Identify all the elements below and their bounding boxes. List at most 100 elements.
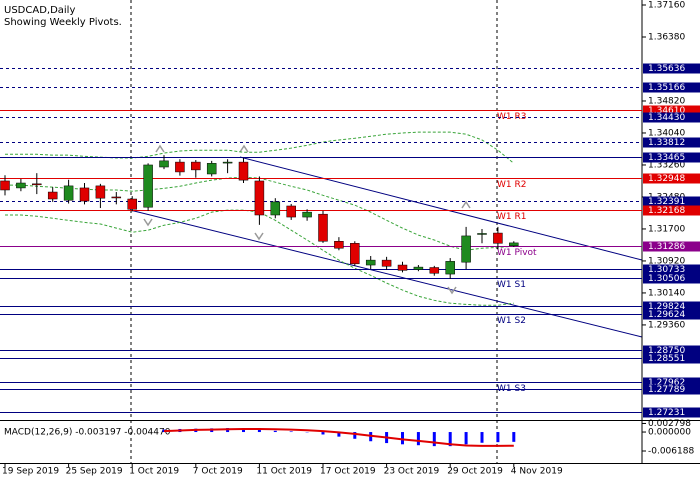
candle-body (493, 232, 503, 244)
macd-bar (432, 432, 436, 447)
level-label-box (643, 196, 700, 207)
x-tick-label: 11 Oct 2019 (256, 467, 312, 477)
level-label: 1.32391 (648, 197, 685, 207)
macd-bar (257, 429, 261, 433)
y-tick-label: 1.30140 (648, 288, 685, 298)
level-label-box (643, 309, 700, 320)
macd-bar (480, 432, 484, 443)
candle-body (302, 211, 312, 218)
candle-body (47, 191, 58, 200)
level-label: 1.27789 (648, 385, 685, 395)
x-tick-label: 4 Nov 2019 (511, 467, 563, 477)
y-tick-label: 1.37160 (648, 1, 685, 11)
level-label: 1.28750 (648, 346, 685, 356)
pivot-name: W1 R1 (497, 212, 526, 222)
macd-bar (496, 432, 500, 443)
macd-bar (289, 431, 293, 433)
candle-body (413, 266, 424, 270)
candle-body (159, 160, 169, 168)
x-tick-label: 19 Sep 2019 (2, 467, 59, 477)
y-tick-label: 1.29360 (648, 320, 685, 330)
macd-bar (464, 432, 468, 445)
level-label-box (643, 205, 700, 216)
candle-body (95, 185, 106, 199)
y-tick-label: 1.33260 (648, 160, 685, 170)
level-label: 1.28551 (648, 354, 685, 364)
candle-body (445, 261, 455, 275)
macd-bar (321, 432, 325, 435)
x-tick-label: 17 Oct 2019 (320, 467, 376, 477)
candle-body (127, 198, 137, 210)
x-tick-label: 25 Sep 2019 (66, 467, 123, 477)
level-label: 1.30506 (648, 274, 685, 284)
level-label-box (643, 377, 700, 388)
pivot-name: W1 Pivot (497, 248, 537, 258)
chart-subtitle: Showing Weekly Pivots. (4, 17, 122, 28)
level-label-box (643, 345, 700, 356)
x-tick-label: 1 Oct 2019 (129, 467, 179, 477)
macd-y-tick-label: 0.002798 (648, 419, 691, 429)
level-label: 1.32168 (648, 206, 685, 216)
level-label: 1.33812 (648, 138, 685, 148)
level-label-box (643, 112, 700, 123)
candle-body (222, 161, 233, 164)
level-label: 1.31286 (648, 242, 685, 252)
level-label: 1.34610 (648, 106, 685, 116)
level-label: 1.33465 (648, 153, 685, 163)
candle-body (191, 161, 201, 171)
macd-bar (448, 432, 452, 447)
candle-body (350, 243, 360, 265)
level-label-box (643, 407, 700, 418)
level-label-box (643, 105, 700, 116)
macd-bar (242, 428, 245, 433)
y-tick-label: 1.34040 (648, 128, 685, 138)
candle-body (175, 161, 185, 173)
fractal (155, 144, 165, 153)
level-label: 1.29824 (648, 302, 685, 312)
candle-body (477, 233, 487, 235)
candle-body (206, 163, 217, 175)
x-tick-label: 29 Oct 2019 (447, 467, 503, 477)
fractal (254, 232, 264, 241)
band-line (5, 131, 515, 164)
level-label-box (643, 384, 700, 395)
candle-body (318, 213, 328, 242)
level-label-box (643, 273, 700, 284)
macd-bar (337, 432, 341, 437)
macd-bar (416, 432, 420, 446)
level-label-box (643, 241, 700, 252)
level-label: 1.32948 (648, 174, 685, 184)
channel (129, 156, 643, 338)
level-label-box (643, 353, 700, 364)
macd-bar (353, 432, 357, 439)
level-label: 1.34430 (648, 113, 685, 123)
candle-body (286, 205, 296, 218)
y-tick-label: 1.30920 (648, 256, 685, 266)
macd-bar (273, 430, 277, 433)
candle-body (0, 180, 10, 191)
candle-body (143, 164, 153, 208)
pivot-name: W1 S2 (497, 316, 526, 326)
level-label: 1.30733 (648, 265, 685, 275)
x-tick-label: 7 Oct 2019 (193, 467, 243, 477)
macd-bar (512, 432, 516, 442)
macd-y-tick-label: 0.000000 (648, 428, 691, 438)
candle-body (509, 242, 519, 247)
trend-line (129, 209, 643, 338)
candle-body (270, 201, 281, 216)
level-label: 1.29624 (648, 310, 685, 320)
candle-body (365, 259, 376, 266)
macd-label: MACD(12,26,9) -0.003197 -0.004470 (4, 428, 171, 438)
fractals (143, 144, 471, 295)
macd-y-tick-label: -0.006188 (648, 447, 694, 457)
candle-body (79, 187, 90, 202)
y-tick-label: 1.34820 (648, 96, 685, 106)
level-label-box (643, 264, 700, 275)
candle-body (397, 264, 408, 271)
fractal (461, 200, 471, 209)
candle-body (461, 235, 471, 263)
chart-title: USDCAD,Daily (4, 5, 75, 16)
candle-body (16, 182, 26, 189)
candle-body (334, 241, 344, 249)
